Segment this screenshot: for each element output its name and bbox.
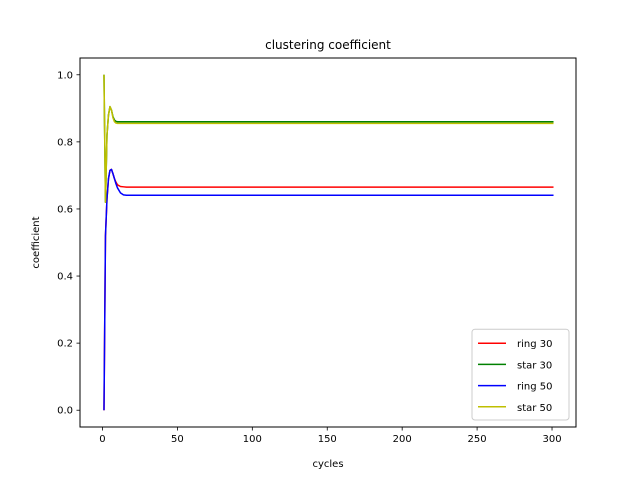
- x-tick-label: 50: [171, 434, 184, 445]
- series-line-star-50: [103, 74, 554, 203]
- x-tick-label: 200: [393, 434, 412, 445]
- legend-label: ring 50: [517, 382, 552, 393]
- y-axis-label: coefficient: [31, 216, 42, 268]
- y-axis: 0.0 0.2 0.4 0.6 0.8 1.0: [57, 70, 80, 417]
- x-axis: 0 50 100 150 200 250 300: [99, 427, 562, 445]
- y-tick-label: 0.0: [57, 406, 73, 417]
- legend-label: ring 30: [517, 339, 552, 350]
- y-tick-label: 1.0: [57, 70, 73, 81]
- x-tick-label: 250: [468, 434, 487, 445]
- x-tick-label: 150: [318, 434, 337, 445]
- x-tick-label: 0: [99, 434, 105, 445]
- x-tick-label: 100: [243, 434, 262, 445]
- legend-label: star 30: [517, 360, 552, 371]
- series-layer: [103, 74, 554, 411]
- legend-label: star 50: [517, 403, 552, 414]
- y-tick-label: 0.8: [57, 137, 73, 148]
- x-axis-label: cycles: [312, 459, 343, 470]
- legend: ring 30 star 30 ring 50 star 50: [471, 328, 570, 421]
- series-line-ring-50: [103, 168, 554, 411]
- x-tick-label: 300: [542, 434, 561, 445]
- chart-title: clustering coefficient: [265, 38, 391, 52]
- plot-frame: [79, 57, 577, 428]
- legend-box: [471, 328, 570, 421]
- y-tick-label: 0.6: [57, 204, 73, 215]
- y-tick-label: 0.2: [57, 339, 73, 350]
- y-tick-label: 0.4: [57, 272, 73, 283]
